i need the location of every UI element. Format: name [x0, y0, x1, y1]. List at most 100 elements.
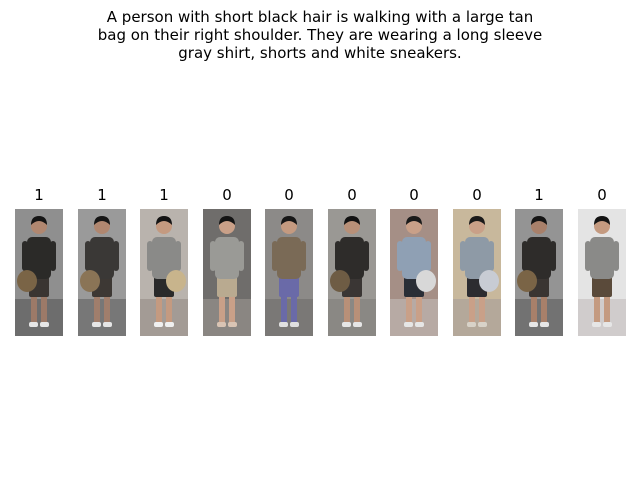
right-shoe	[353, 322, 362, 327]
hair	[344, 216, 360, 225]
match-label: 0	[472, 186, 482, 204]
bag	[80, 270, 100, 292]
right-shoe	[40, 322, 49, 327]
right-leg	[416, 293, 422, 323]
person-figure	[265, 209, 313, 336]
right-arm	[425, 241, 431, 271]
right-leg	[604, 293, 610, 323]
match-label: 0	[597, 186, 607, 204]
torso	[527, 237, 551, 279]
torso	[340, 237, 364, 279]
right-arm	[300, 241, 306, 271]
person-image	[78, 209, 126, 336]
hair	[94, 216, 110, 225]
ground	[578, 299, 626, 336]
bag	[17, 270, 37, 292]
left-arm	[85, 241, 91, 271]
left-shoe	[92, 322, 101, 327]
shorts	[592, 275, 612, 297]
person-image	[515, 209, 563, 336]
bag	[479, 270, 499, 292]
hair	[219, 216, 235, 225]
hair	[281, 216, 297, 225]
person-image	[15, 209, 63, 336]
person-figure	[515, 209, 563, 336]
right-arm	[488, 241, 494, 271]
person-image	[390, 209, 438, 336]
left-shoe	[279, 322, 288, 327]
ground	[78, 299, 126, 336]
hair	[406, 216, 422, 225]
match-label: 0	[284, 186, 294, 204]
match-label: 1	[34, 186, 44, 204]
right-shoe	[290, 322, 299, 327]
left-leg	[219, 293, 225, 323]
right-leg	[354, 293, 360, 323]
ground	[203, 299, 251, 336]
right-arm	[363, 241, 369, 271]
right-leg	[229, 293, 235, 323]
left-arm	[335, 241, 341, 271]
gallery-item: 1	[515, 186, 563, 336]
gallery-item: 1	[78, 186, 126, 336]
right-leg	[166, 293, 172, 323]
gallery-item: 0	[328, 186, 376, 336]
left-shoe	[217, 322, 226, 327]
ground	[140, 299, 188, 336]
left-leg	[94, 293, 100, 323]
torso	[277, 237, 301, 279]
person-figure	[140, 209, 188, 336]
person-image	[265, 209, 313, 336]
torso	[215, 237, 239, 279]
hair	[156, 216, 172, 225]
bag	[330, 270, 350, 292]
right-leg	[104, 293, 110, 323]
person-figure	[453, 209, 501, 336]
left-leg	[406, 293, 412, 323]
bag	[416, 270, 436, 292]
ground	[515, 299, 563, 336]
left-shoe	[467, 322, 476, 327]
person-figure	[15, 209, 63, 336]
right-shoe	[103, 322, 112, 327]
left-arm	[147, 241, 153, 271]
match-label: 0	[409, 186, 419, 204]
person-figure	[203, 209, 251, 336]
left-shoe	[592, 322, 601, 327]
right-arm	[613, 241, 619, 271]
torso	[402, 237, 426, 279]
gallery-item: 1	[15, 186, 63, 336]
right-shoe	[540, 322, 549, 327]
right-arm	[175, 241, 181, 271]
shorts	[217, 275, 237, 297]
match-label: 0	[347, 186, 357, 204]
right-leg	[291, 293, 297, 323]
ground	[328, 299, 376, 336]
right-leg	[479, 293, 485, 323]
person-figure	[390, 209, 438, 336]
match-label: 1	[534, 186, 544, 204]
hair	[31, 216, 47, 225]
left-arm	[522, 241, 528, 271]
gallery-item: 0	[203, 186, 251, 336]
person-figure	[78, 209, 126, 336]
torso	[27, 237, 51, 279]
left-shoe	[529, 322, 538, 327]
person-image	[578, 209, 626, 336]
left-arm	[22, 241, 28, 271]
bag	[166, 270, 186, 292]
match-label: 0	[222, 186, 232, 204]
left-arm	[272, 241, 278, 271]
torso	[465, 237, 489, 279]
left-leg	[531, 293, 537, 323]
torso	[590, 237, 614, 279]
hair	[531, 216, 547, 225]
right-shoe	[478, 322, 487, 327]
left-leg	[469, 293, 475, 323]
left-arm	[210, 241, 216, 271]
left-arm	[460, 241, 466, 271]
right-shoe	[415, 322, 424, 327]
left-leg	[281, 293, 287, 323]
ground	[15, 299, 63, 336]
